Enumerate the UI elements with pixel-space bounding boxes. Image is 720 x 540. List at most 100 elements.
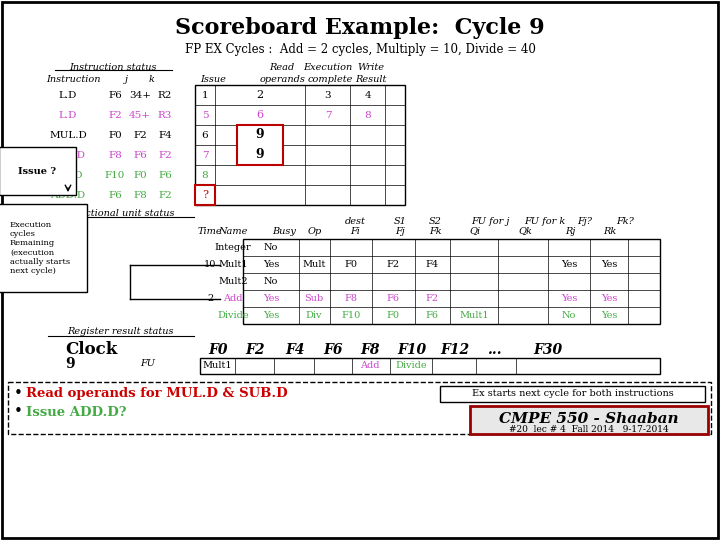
- Text: operands: operands: [260, 75, 306, 84]
- Text: L.D: L.D: [59, 111, 77, 119]
- Text: Issue ?: Issue ?: [18, 166, 56, 176]
- Text: F6: F6: [158, 171, 172, 179]
- Text: F2: F2: [158, 191, 172, 199]
- Text: F2: F2: [133, 131, 147, 139]
- Text: Yes: Yes: [263, 260, 279, 269]
- Text: F4: F4: [158, 131, 172, 139]
- Text: Div: Div: [306, 311, 323, 320]
- Text: Read: Read: [269, 63, 294, 71]
- Text: Fk?: Fk?: [616, 217, 634, 226]
- Text: Mult2: Mult2: [218, 277, 248, 286]
- Text: F8: F8: [360, 343, 379, 357]
- Text: F2: F2: [158, 151, 172, 159]
- Text: Name: Name: [218, 226, 248, 235]
- Text: 34+: 34+: [129, 91, 151, 99]
- Text: Yes: Yes: [561, 260, 577, 269]
- Text: 9: 9: [256, 148, 264, 161]
- Text: ADD.D: ADD.D: [50, 191, 86, 199]
- Text: Rk: Rk: [603, 226, 616, 235]
- Text: 5: 5: [202, 111, 208, 119]
- Text: Yes: Yes: [600, 294, 617, 303]
- Text: 45+: 45+: [129, 111, 151, 119]
- Text: F30: F30: [534, 343, 562, 357]
- Text: F0: F0: [133, 171, 147, 179]
- Text: Fj?: Fj?: [577, 217, 593, 226]
- Text: F2: F2: [426, 294, 438, 303]
- Text: L.D: L.D: [59, 91, 77, 99]
- Text: Register result status: Register result status: [67, 327, 174, 336]
- Text: FU for j: FU for j: [471, 217, 509, 226]
- Text: S2: S2: [428, 217, 441, 226]
- Text: complete: complete: [307, 75, 353, 84]
- Text: 1: 1: [202, 91, 208, 99]
- Text: Integer: Integer: [215, 243, 251, 252]
- Text: k: k: [149, 75, 155, 84]
- Text: F8: F8: [133, 191, 147, 199]
- Text: Add: Add: [360, 361, 379, 370]
- Text: 9: 9: [256, 129, 264, 141]
- Bar: [195, 185, 215, 205]
- Text: Yes: Yes: [600, 311, 617, 320]
- Text: 3: 3: [325, 91, 331, 99]
- Bar: [195, 85, 405, 205]
- Text: Op: Op: [308, 226, 322, 235]
- Text: S1: S1: [394, 217, 406, 226]
- Text: Ex starts next cycle for both instructions: Ex starts next cycle for both instructio…: [472, 389, 673, 399]
- Text: 10: 10: [204, 260, 216, 269]
- Text: F8: F8: [108, 151, 122, 159]
- Bar: [243, 239, 660, 324]
- Text: F0: F0: [344, 260, 358, 269]
- Bar: [8, 382, 711, 434]
- Text: dest: dest: [345, 217, 366, 226]
- Text: SUB.D: SUB.D: [50, 151, 86, 159]
- Text: DIV.D: DIV.D: [53, 171, 83, 179]
- Text: F2: F2: [108, 111, 122, 119]
- Text: Busy: Busy: [272, 226, 296, 235]
- Text: F2: F2: [246, 343, 265, 357]
- Text: 8: 8: [202, 171, 208, 179]
- Text: MUL.D: MUL.D: [49, 131, 87, 139]
- Text: Qk: Qk: [518, 226, 532, 235]
- Bar: [470, 406, 708, 434]
- Text: #20  lec # 4  Fall 2014   9-17-2014: #20 lec # 4 Fall 2014 9-17-2014: [509, 426, 669, 435]
- Text: Add: Add: [223, 294, 243, 303]
- Text: F10: F10: [397, 343, 426, 357]
- Text: F6: F6: [108, 191, 122, 199]
- Text: Functional unit status: Functional unit status: [66, 208, 174, 218]
- Text: Mult: Mult: [302, 260, 325, 269]
- Text: Mult1: Mult1: [202, 361, 232, 370]
- Text: Yes: Yes: [600, 260, 617, 269]
- Text: F10: F10: [105, 171, 125, 179]
- Text: Read operands for MUL.D & SUB.D: Read operands for MUL.D & SUB.D: [26, 388, 287, 401]
- Text: 6: 6: [202, 131, 208, 139]
- Bar: [200, 358, 660, 374]
- Text: F6: F6: [323, 343, 343, 357]
- Text: Fk: Fk: [428, 226, 441, 235]
- Text: F6: F6: [108, 91, 122, 99]
- Text: Yes: Yes: [263, 311, 279, 320]
- Text: 9: 9: [256, 150, 264, 160]
- Text: F4: F4: [285, 343, 305, 357]
- Text: No: No: [562, 311, 576, 320]
- Text: Result: Result: [355, 75, 387, 84]
- Text: 7: 7: [202, 151, 208, 159]
- Text: •: •: [14, 387, 22, 402]
- Text: Clock: Clock: [65, 341, 117, 359]
- Text: F6: F6: [426, 311, 438, 320]
- Text: 2: 2: [207, 294, 213, 303]
- Text: Scoreboard Example:  Cycle 9: Scoreboard Example: Cycle 9: [175, 17, 545, 39]
- Text: Instruction status: Instruction status: [69, 63, 157, 71]
- Text: F6: F6: [133, 151, 147, 159]
- Text: 7: 7: [325, 111, 331, 119]
- Text: 8: 8: [365, 111, 372, 119]
- Text: Fj: Fj: [395, 226, 405, 235]
- Text: Yes: Yes: [263, 294, 279, 303]
- Text: Issue: Issue: [200, 75, 226, 84]
- Text: Yes: Yes: [561, 294, 577, 303]
- Text: ?: ?: [202, 190, 208, 200]
- Text: No: No: [264, 243, 278, 252]
- Bar: [440, 386, 705, 402]
- Text: F0: F0: [108, 131, 122, 139]
- Text: F0: F0: [208, 343, 228, 357]
- Text: R3: R3: [158, 111, 172, 119]
